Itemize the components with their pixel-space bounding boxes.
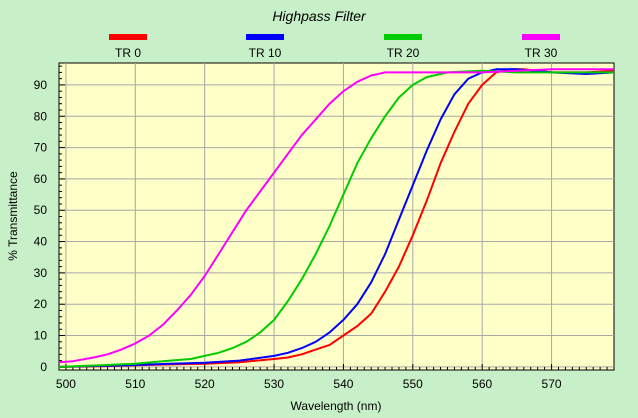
legend-swatch-1 <box>246 34 284 40</box>
x-tick-label: 530 <box>264 377 284 391</box>
x-tick-label: 560 <box>472 377 492 391</box>
series-lines <box>58 68 615 368</box>
x-tick-label: 520 <box>195 377 215 391</box>
y-tick-label: 70 <box>34 141 48 155</box>
x-axis-label: Wavelength (nm) <box>291 399 382 413</box>
y-axis-label: % Transmittance <box>6 171 20 261</box>
x-tick-label: 550 <box>403 377 423 391</box>
legend-label-2: TR 20 <box>387 46 420 60</box>
tick-labels: 500 510 520 530 540 550 560 570 0 10 20 30 40 50 60 70 8… <box>34 78 562 391</box>
y-tick-label: 20 <box>34 297 48 311</box>
y-tick-label: 60 <box>34 172 48 186</box>
y-tick-label: 10 <box>34 329 48 343</box>
series-line-3 <box>58 68 614 364</box>
legend-swatch-3 <box>522 34 560 40</box>
plot-area <box>58 62 615 371</box>
legend-label-3: TR 30 <box>525 46 558 60</box>
legend-swatch-2 <box>384 34 422 40</box>
legend: TR 0 TR 10 TR 20 TR 30 <box>109 34 560 60</box>
y-tick-label: 90 <box>34 78 48 92</box>
legend-label-1: TR 10 <box>249 46 282 60</box>
chart-title: Highpass Filter <box>272 8 367 24</box>
y-tick-label: 80 <box>34 109 48 123</box>
legend-label-0: TR 0 <box>115 46 141 60</box>
y-tick-label: 30 <box>34 266 48 280</box>
y-tick-label: 0 <box>40 360 47 374</box>
y-tick-label: 50 <box>34 203 48 217</box>
x-tick-label: 570 <box>542 377 562 391</box>
legend-swatch-0 <box>109 34 147 40</box>
x-tick-label: 510 <box>125 377 145 391</box>
minor-ticks <box>58 65 615 370</box>
x-tick-label: 540 <box>333 377 353 391</box>
x-tick-label: 500 <box>56 377 76 391</box>
y-tick-label: 40 <box>34 235 48 249</box>
